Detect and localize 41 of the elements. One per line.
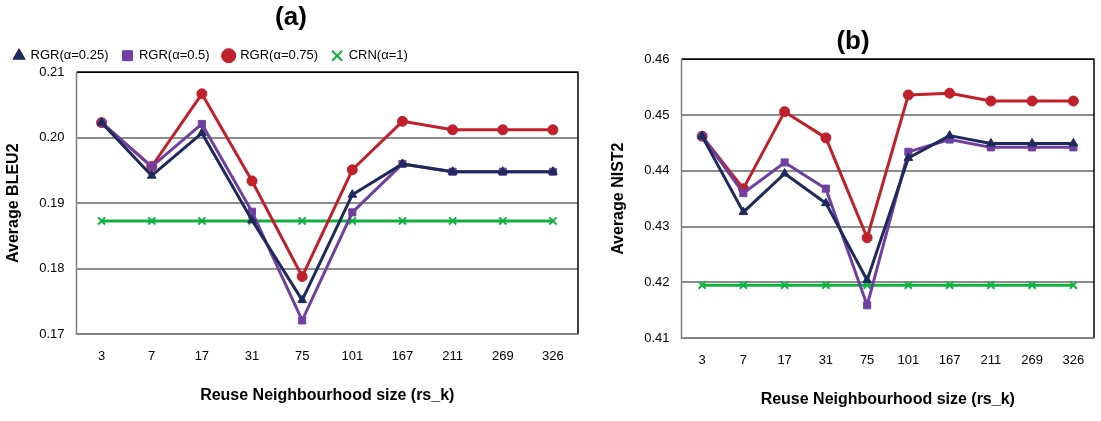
y-tick-label: 0.43 <box>644 218 670 234</box>
x-tick-label: 17 <box>194 347 210 363</box>
x-tick-label: 101 <box>341 347 364 363</box>
y-tick-label: 0.18 <box>39 260 65 276</box>
legend-label: RGR(α=0.5) <box>138 47 210 63</box>
y-tick-label: 0.20 <box>39 129 65 145</box>
y-tick-label: 0.21 <box>39 63 65 79</box>
chart-title: (b) <box>836 24 870 55</box>
x-tick-label: 7 <box>739 351 747 367</box>
x-tick-label: 269 <box>1021 351 1043 367</box>
chart-title: (a) <box>275 0 307 31</box>
x-tick-label: 17 <box>777 351 792 367</box>
y-tick-label: 0.44 <box>644 162 670 178</box>
x-axis-title: Reuse Neighbourhood size (rs_k) <box>200 385 455 403</box>
x-tick-label: 269 <box>491 347 514 363</box>
y-tick-label: 0.19 <box>39 194 65 210</box>
x-tick-label: 75 <box>294 347 310 363</box>
x-tick-label: 211 <box>442 347 463 363</box>
x-tick-label: 31 <box>244 347 260 363</box>
x-tick-label: 101 <box>897 351 920 367</box>
x-tick-label: 211 <box>980 351 1002 367</box>
y-axis-title: Average BLEU2 <box>4 143 22 263</box>
y-axis-title: Average NIST2 <box>609 142 627 255</box>
x-tick-label: 7 <box>148 347 156 363</box>
x-tick-label: 326 <box>542 347 564 363</box>
x-tick-label: 167 <box>938 351 961 367</box>
x-tick-label: 3 <box>97 347 106 363</box>
y-tick-label: 0.45 <box>644 106 670 122</box>
x-tick-label: 3 <box>698 351 706 367</box>
x-tick-label: 31 <box>818 351 834 367</box>
legend-label: RGR(α=0.75) <box>240 47 319 63</box>
y-tick-label: 0.46 <box>644 50 670 66</box>
legend-label: RGR(α=0.25) <box>30 47 109 63</box>
legend-label: CRN(α=1) <box>348 47 408 63</box>
y-tick-label: 0.42 <box>644 273 670 289</box>
x-tick-label: 167 <box>391 347 414 363</box>
y-tick-label: 0.41 <box>644 329 670 345</box>
y-tick-label: 0.17 <box>39 325 65 341</box>
x-tick-label: 326 <box>1062 351 1085 367</box>
x-axis-title: Reuse Neighbourhood size (rs_k) <box>760 389 1015 407</box>
x-tick-label: 75 <box>859 351 875 367</box>
